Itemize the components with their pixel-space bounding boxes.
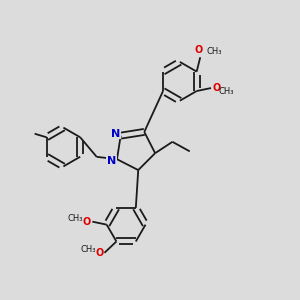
Text: CH₃: CH₃ [218,86,234,95]
Text: N: N [111,129,120,139]
Text: N: N [107,156,116,166]
Text: CH₃: CH₃ [68,214,83,223]
Text: CH₃: CH₃ [207,47,222,56]
Text: O: O [83,217,91,227]
Text: O: O [212,83,220,93]
Text: O: O [195,45,203,55]
Text: O: O [95,248,103,258]
Text: CH₃: CH₃ [80,245,95,254]
